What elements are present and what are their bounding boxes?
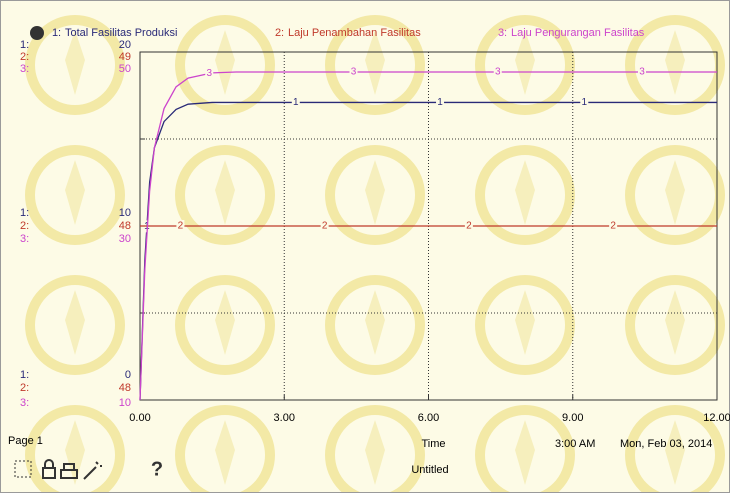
series-marker: 3 (495, 67, 501, 78)
time-label: 3:00 AM (555, 438, 595, 450)
document-title: Untitled (411, 464, 448, 476)
x-tick-label: 9.00 (562, 412, 583, 424)
y-tick-label: 10 (119, 397, 131, 409)
legend-colon: : (504, 27, 507, 39)
pie-icon[interactable] (30, 26, 44, 40)
axis-key: 3: (20, 233, 29, 245)
axis-key: 1: (20, 39, 29, 51)
legend-label: Laju Pengurangan Fasilitas (511, 27, 645, 39)
legend-label: Total Fasilitas Produksi (65, 27, 178, 39)
series-marker: 2 (466, 221, 472, 232)
help-button[interactable]: ? (151, 458, 163, 480)
y-tick-label: 10 (119, 207, 131, 219)
series-marker: 1 (437, 97, 443, 108)
axis-key: 3: (20, 63, 29, 75)
page-label: Page 1 (8, 435, 43, 447)
y-tick-label: 48 (119, 220, 131, 232)
axis-key: 1: (20, 207, 29, 219)
series-marker: 2 (322, 221, 328, 232)
axis-key: 2: (20, 382, 29, 394)
legend-colon: : (58, 27, 61, 39)
legend-colon: : (281, 27, 284, 39)
y-tick-label: 20 (119, 39, 131, 51)
series-marker: 3 (639, 67, 645, 78)
axis-key: 2: (20, 51, 29, 63)
series-marker: 3 (351, 67, 357, 78)
series-marker: 1 (582, 97, 588, 108)
series-marker: 3 (206, 68, 212, 79)
axis-key: 2: (20, 220, 29, 232)
y-tick-label: 50 (119, 63, 131, 75)
x-tick-label: 3.00 (274, 412, 295, 424)
x-axis-title: Time (421, 438, 445, 450)
axis-key: 1: (20, 369, 29, 381)
y-tick-label: 49 (119, 51, 131, 63)
x-tick-label: 0.00 (129, 412, 150, 424)
watermark (0, 0, 730, 493)
y-tick-label: 30 (119, 233, 131, 245)
date-label: Mon, Feb 03, 2014 (620, 438, 712, 450)
series-marker: 2 (178, 221, 184, 232)
chart: Page 1 3:00 AM Mon, Feb 03, 2014 Untitle… (0, 0, 730, 493)
y-tick-label: 48 (119, 382, 131, 394)
axis-key: 3: (20, 397, 29, 409)
series-marker: 1 (293, 97, 299, 108)
series-marker: 2 (610, 221, 616, 232)
legend-label: Laju Penambahan Fasilitas (288, 27, 421, 39)
y-tick-label: 0 (125, 369, 131, 381)
x-tick-label: 6.00 (418, 412, 439, 424)
x-tick-label: 12.00 (703, 412, 730, 424)
